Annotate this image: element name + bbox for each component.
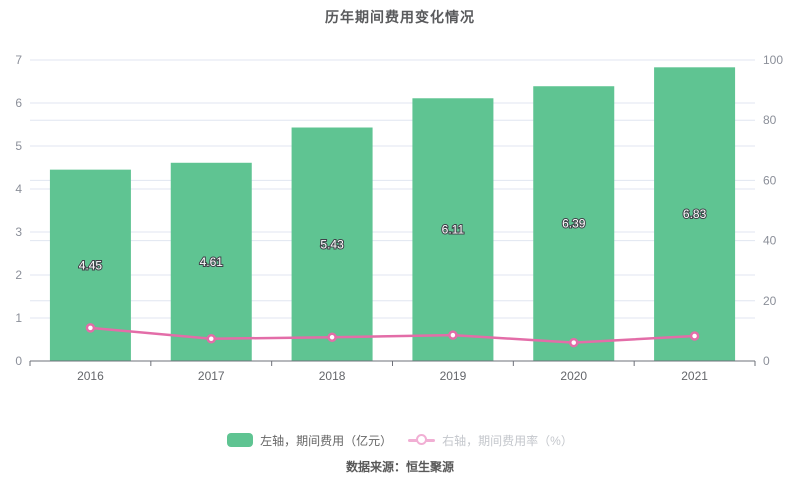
rate-point-2019[interactable] [448, 330, 458, 340]
x-axis-category-label: 2020 [560, 369, 587, 383]
left-axis-tick-label: 6 [15, 96, 22, 110]
rate-point-2016[interactable] [85, 323, 96, 333]
bar-value-label: 6.83 [683, 207, 707, 221]
bar-value-label: 5.43 [320, 237, 344, 251]
line-series-swatch-icon [408, 433, 436, 447]
right-axis-tick-label: 60 [763, 173, 777, 187]
rate-line [90, 326, 695, 344]
left-axis-tick-label: 5 [15, 139, 22, 153]
bar-value-label: 4.45 [79, 258, 103, 272]
rate-point-2017[interactable] [206, 333, 216, 344]
right-axis-tick-label: 0 [763, 354, 770, 368]
legend-item-line-series[interactable]: 右轴，期间费用率（%） [408, 432, 573, 449]
chart-title: 历年期间费用变化情况 [325, 9, 475, 25]
x-axis-category-label: 2017 [198, 369, 225, 383]
right-axis-tick-label: 20 [763, 294, 777, 308]
legend-item-bar-series[interactable]: 左轴，期间费用（亿元） [227, 432, 392, 449]
legend: 左轴，期间费用（亿元） 右轴，期间费用率（%） [0, 430, 800, 450]
left-axis-tick-label: 4 [15, 182, 22, 196]
left-axis-tick-label: 1 [15, 311, 22, 325]
bar-value-label: 6.39 [562, 217, 586, 231]
bar-2021[interactable] [654, 67, 736, 361]
right-axis-tick-label: 100 [763, 53, 783, 67]
bar-2017[interactable] [170, 162, 252, 361]
x-axis-category-label: 2018 [319, 369, 346, 383]
rate-point-2020[interactable] [569, 337, 579, 348]
left-axis-tick-label: 3 [15, 225, 22, 239]
x-axis-category-label: 2021 [681, 369, 708, 383]
legend-label-line: 右轴，期间费用率（%） [442, 433, 573, 448]
rate-point-2018[interactable] [327, 332, 337, 342]
x-axis-category-label: 2016 [77, 369, 104, 383]
bar-2020[interactable] [533, 86, 615, 361]
rate-point-2021[interactable] [689, 331, 700, 341]
source-note: 数据来源：恒生聚源 [345, 460, 454, 474]
left-axis-tick-label: 2 [15, 268, 22, 282]
x-axis-category-label: 2019 [440, 369, 467, 383]
left-axis-tick-label: 0 [15, 354, 22, 368]
plot-area: 4.45 4.61 5.43 6.11 6.39 6.83 0 1 2 3 4 5 6 7 0 20 40 60 8… [15, 53, 783, 383]
left-axis-tick-label: 7 [15, 53, 22, 67]
bar-value-label: 6.11 [442, 223, 465, 237]
legend-label-bar: 左轴，期间费用（亿元） [260, 433, 393, 448]
right-axis-tick-label: 40 [763, 234, 777, 248]
right-axis-tick-label: 80 [763, 113, 777, 127]
bar-2019[interactable] [412, 98, 494, 362]
bar-series-swatch-icon [227, 433, 254, 447]
bar-value-label: 4.61 [200, 255, 224, 269]
bar-2018[interactable] [291, 127, 373, 361]
